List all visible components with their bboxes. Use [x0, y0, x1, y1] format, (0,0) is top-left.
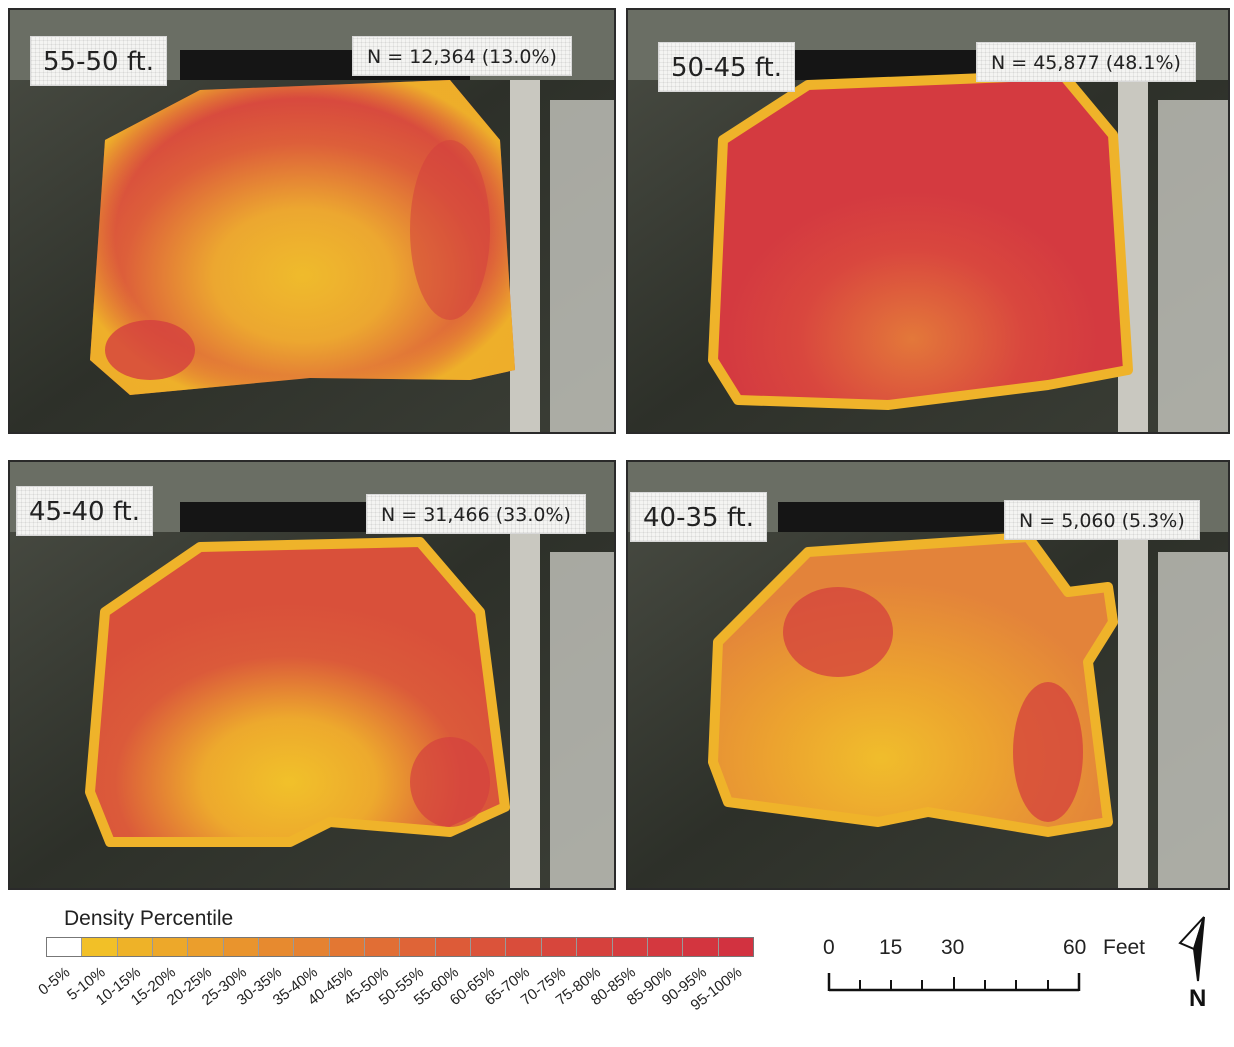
legend-swatch [400, 938, 436, 956]
legend-swatch [259, 938, 295, 956]
legend-color-ramp [46, 937, 754, 957]
legend-swatch [188, 938, 224, 956]
legend-swatch [82, 938, 118, 956]
map-panel: 40-35 ft. N = 5,060 (5.3%) [626, 460, 1230, 890]
count-label: N = 12,364 (13.0%) [352, 36, 572, 76]
map-panel: 50-45 ft. N = 45,877 (48.1%) [626, 8, 1230, 434]
count-label: N = 5,060 (5.3%) [1004, 500, 1200, 540]
legend-swatch [365, 938, 401, 956]
depth-label: 50-45 ft. [658, 42, 795, 92]
legend-swatch [47, 938, 83, 956]
legend-swatch [612, 938, 648, 956]
north-label: N [1189, 985, 1207, 1012]
legend-swatch [471, 938, 507, 956]
legend-swatch [577, 938, 613, 956]
scale-bar-graphic [827, 973, 1081, 992]
count-label: N = 45,877 (48.1%) [976, 42, 1196, 82]
scale-label: 30 [941, 936, 965, 959]
scale-label: 15 [879, 936, 903, 959]
legend-swatch [683, 938, 719, 956]
count-label: N = 31,466 (33.0%) [366, 494, 586, 534]
legend-swatch [435, 938, 472, 956]
legend-swatch [294, 938, 330, 956]
legend-swatch [506, 938, 542, 956]
scale-label: 0 [823, 936, 835, 959]
depth-label: 45-40 ft. [16, 486, 153, 536]
legend-swatch [329, 938, 366, 956]
scale-unit: Feet [1103, 936, 1146, 959]
density-map [10, 10, 614, 432]
scale-label: 60 [1063, 936, 1087, 959]
legend-swatch [541, 938, 578, 956]
depth-label: 40-35 ft. [630, 492, 767, 542]
depth-label: 55-50 ft. [30, 36, 167, 86]
north-arrow-icon [1178, 916, 1205, 982]
legend-swatch [647, 938, 684, 956]
legend-swatch [718, 938, 753, 956]
legend-title: Density Percentile [64, 907, 234, 930]
legend-swatch [223, 938, 260, 956]
legend-swatch [117, 938, 154, 956]
map-panel: 45-40 ft. N = 31,466 (33.0%) [8, 460, 616, 890]
legend-swatch [153, 938, 189, 956]
map-panel: 55-50 ft. N = 12,364 (13.0%) [8, 8, 616, 434]
